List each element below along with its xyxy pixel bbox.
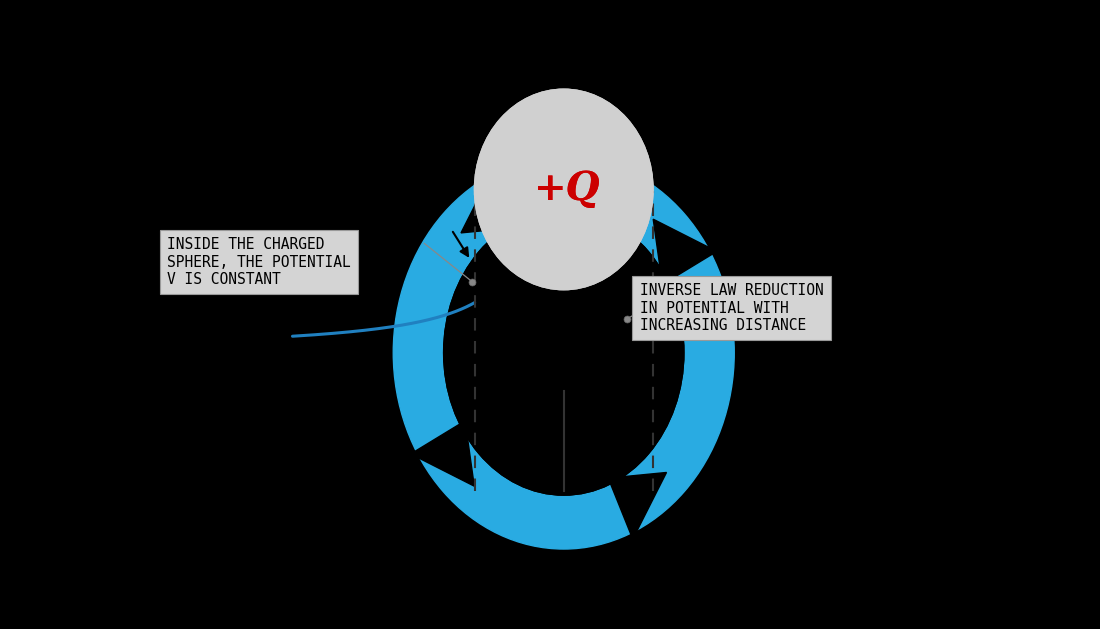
Polygon shape xyxy=(461,166,519,233)
Text: INVERSE LAW REDUCTION
IN POTENTIAL WITH
INCREASING DISTANCE: INVERSE LAW REDUCTION IN POTENTIAL WITH … xyxy=(640,284,824,333)
Ellipse shape xyxy=(394,157,735,549)
Polygon shape xyxy=(608,472,667,539)
Text: INSIDE THE CHARGED
SPHERE, THE POTENTIAL
V IS CONSTANT: INSIDE THE CHARGED SPHERE, THE POTENTIAL… xyxy=(167,237,351,287)
Text: +Q: +Q xyxy=(535,170,601,208)
Ellipse shape xyxy=(474,89,653,289)
Ellipse shape xyxy=(443,210,684,495)
Polygon shape xyxy=(410,421,474,486)
Ellipse shape xyxy=(443,210,684,495)
Text: +Q: +Q xyxy=(535,170,601,208)
Polygon shape xyxy=(653,219,717,284)
Ellipse shape xyxy=(474,89,653,289)
